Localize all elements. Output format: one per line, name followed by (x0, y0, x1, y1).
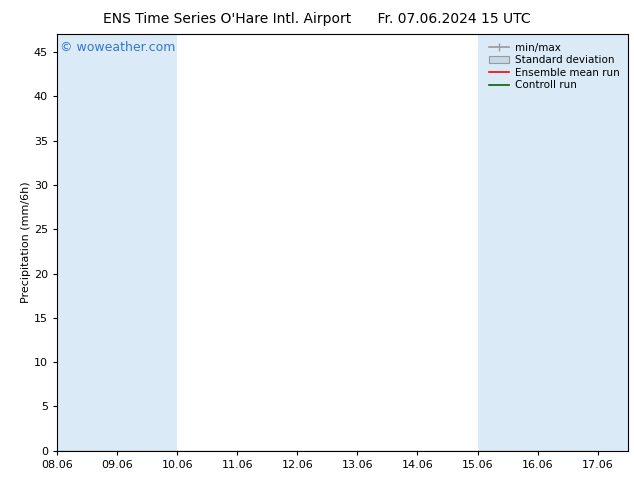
Legend: min/max, Standard deviation, Ensemble mean run, Controll run: min/max, Standard deviation, Ensemble me… (486, 40, 623, 94)
Text: © woweather.com: © woweather.com (60, 41, 175, 53)
Text: ENS Time Series O'Hare Intl. Airport      Fr. 07.06.2024 15 UTC: ENS Time Series O'Hare Intl. Airport Fr.… (103, 12, 531, 26)
Bar (117, 34, 177, 451)
Bar (57, 34, 117, 451)
Bar (477, 34, 538, 451)
Y-axis label: Precipitation (mm/6h): Precipitation (mm/6h) (21, 182, 31, 303)
Bar (538, 34, 598, 451)
Bar (598, 34, 628, 451)
